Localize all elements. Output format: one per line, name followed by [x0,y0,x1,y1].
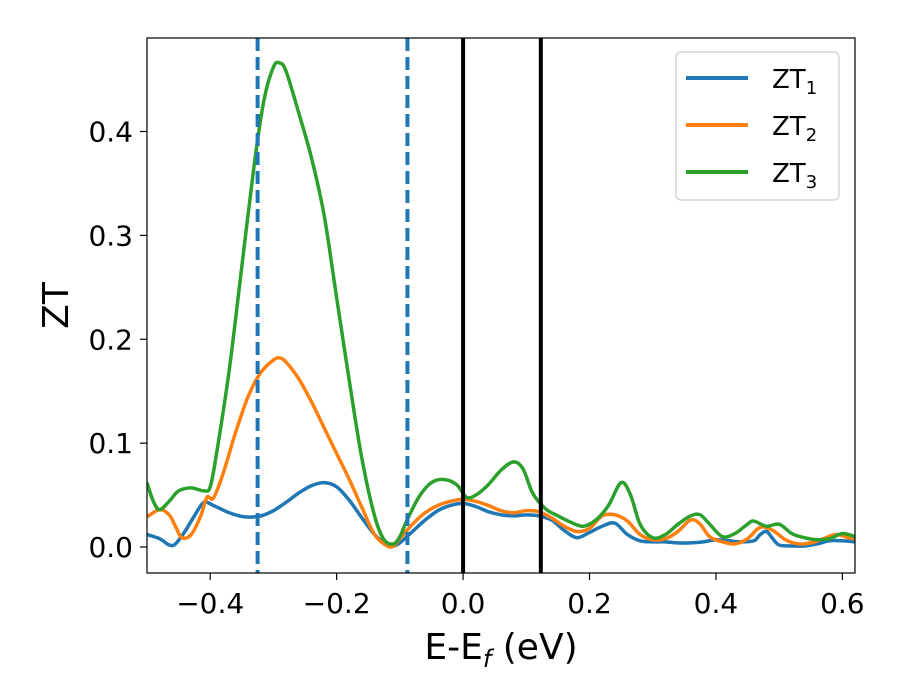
y-tick-label: 0.4 [88,115,133,148]
legend-label-1: ZT1 [772,65,817,99]
x-axis-label: E-Ef (eV) [424,627,577,673]
plot-frame [146,37,856,574]
axis-ticks: −0.4 −0.2 0.0 0.2 0.4 0.6 0.0 0.1 0.2 0.3 0.4 [88,115,864,620]
y-tick-label: 0.1 [88,427,133,460]
x-tick-label: 0.6 [820,587,865,620]
legend-label-2: ZT2 [772,112,817,146]
series-line-1 [147,480,855,549]
x-tick-label: 0.4 [694,587,739,620]
y-tick-label: 0.0 [88,531,133,564]
y-axis-label: ZT [36,281,77,329]
x-tick-label: 0.2 [567,587,612,620]
series-line-2 [147,356,855,549]
x-tick-label: −0.4 [176,587,244,620]
series-line-3 [147,60,855,546]
x-tick-label: −0.2 [303,587,371,620]
y-tick-label: 0.3 [88,219,133,252]
plot-area [147,38,855,573]
x-tick-label: 0.0 [441,587,486,620]
y-tick-label: 0.2 [88,323,133,356]
legend-box [675,51,840,201]
legend: ZT1 ZT2 ZT3 [675,51,840,201]
legend-label-3: ZT3 [772,159,817,193]
